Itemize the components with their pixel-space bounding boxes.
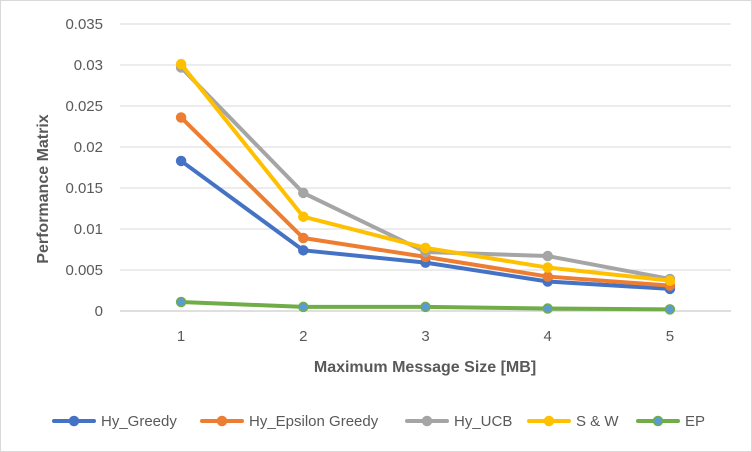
data-point bbox=[175, 296, 187, 308]
legend-swatch-marker bbox=[421, 415, 433, 427]
x-tick-label: 3 bbox=[421, 328, 429, 345]
y-axis-title: Performance Matrix bbox=[35, 114, 52, 263]
data-point bbox=[420, 301, 431, 313]
legend-item: S & W bbox=[527, 413, 619, 430]
legend-label: Hy_UCB bbox=[454, 413, 512, 430]
x-axis: 1 2 3 4 5 bbox=[177, 328, 674, 345]
y-tick-label: 0.005 bbox=[65, 262, 103, 279]
y-tick-label: 0.01 bbox=[74, 221, 103, 238]
series-lines bbox=[175, 58, 676, 315]
data-point bbox=[298, 301, 309, 313]
y-tick-label: 0.03 bbox=[74, 57, 103, 74]
y-tick-label: 0.02 bbox=[74, 139, 103, 156]
data-point bbox=[298, 245, 309, 256]
data-point bbox=[542, 271, 553, 282]
legend-item: Hy_UCB bbox=[405, 413, 512, 430]
legend-label: Hy_Greedy bbox=[101, 413, 177, 430]
y-tick-label: 0.025 bbox=[65, 98, 103, 115]
legend-item: Hy_Epsilon Greedy bbox=[200, 413, 379, 430]
data-point bbox=[542, 262, 553, 273]
y-tick-label: 0 bbox=[95, 303, 103, 320]
data-point bbox=[420, 242, 431, 254]
y-axis: 0 0.005 0.01 0.015 0.02 0.025 0.03 0.035 bbox=[65, 16, 103, 320]
x-axis-title: Maximum Message Size [MB] bbox=[314, 359, 536, 376]
x-tick-label: 4 bbox=[544, 328, 552, 345]
data-point bbox=[542, 303, 553, 314]
legend-swatch-marker bbox=[216, 415, 228, 427]
data-point bbox=[175, 155, 187, 167]
legend-item: Hy_Greedy bbox=[52, 413, 177, 430]
x-tick-label: 1 bbox=[177, 328, 185, 345]
legend-label: S & W bbox=[576, 413, 619, 430]
data-point bbox=[542, 250, 553, 262]
legend-swatch-marker bbox=[543, 415, 555, 427]
y-tick-label: 0.035 bbox=[65, 16, 103, 33]
data-point bbox=[664, 275, 676, 286]
gridlines bbox=[120, 23, 731, 312]
data-point bbox=[175, 58, 187, 70]
data-point bbox=[298, 232, 309, 244]
legend-item: EP bbox=[636, 413, 705, 430]
x-tick-label: 2 bbox=[299, 328, 307, 345]
data-point bbox=[298, 187, 309, 199]
series-s-w bbox=[175, 58, 676, 286]
data-point bbox=[664, 304, 676, 315]
legend-swatch-marker bbox=[68, 415, 80, 427]
y-tick-label: 0.015 bbox=[65, 180, 103, 197]
legend-label: Hy_Epsilon Greedy bbox=[249, 413, 379, 430]
legend: Hy_Greedy Hy_Epsilon Greedy Hy_UCB S & W EP bbox=[52, 413, 705, 430]
x-tick-label: 5 bbox=[666, 328, 674, 345]
legend-swatch-marker bbox=[652, 415, 664, 427]
data-point bbox=[298, 211, 309, 222]
data-point bbox=[175, 112, 187, 123]
series-ep bbox=[175, 296, 676, 315]
legend-label: EP bbox=[685, 413, 705, 430]
